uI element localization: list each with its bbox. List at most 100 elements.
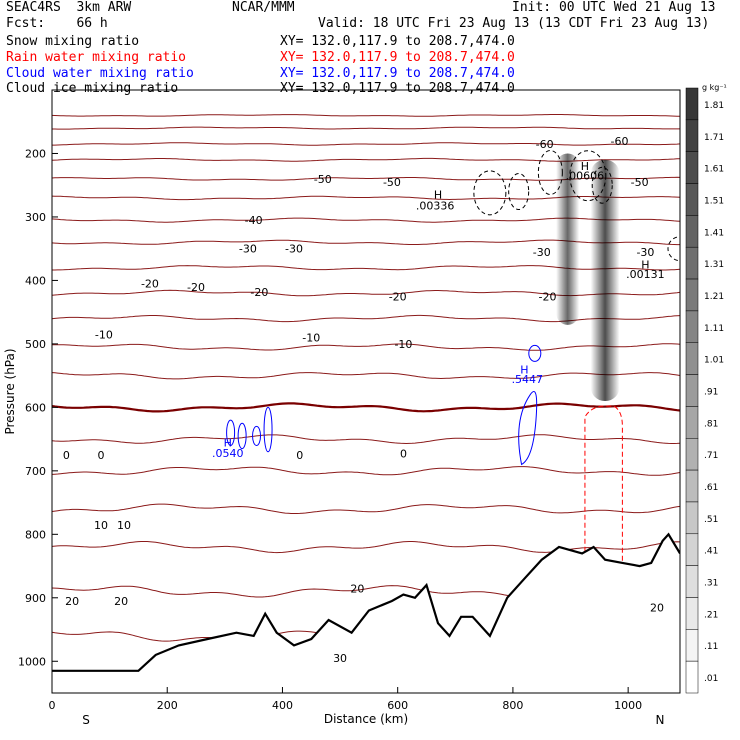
field-cloudwater-xy: XY= 132.0,117.9 to 208.7,474.0 <box>280 66 515 81</box>
isotherm-label: -30 <box>636 246 654 259</box>
isotherm-label: -20 <box>250 286 268 299</box>
snow-shading-column <box>590 159 620 402</box>
isotherm-label: 0 <box>97 449 104 462</box>
colorbar-segment <box>685 278 699 312</box>
feature-label: H <box>641 259 649 272</box>
field-rain-xy: XY= 132.0,117.9 to 208.7,474.0 <box>280 50 515 65</box>
isotherm-line <box>52 434 680 445</box>
isotherm-label: -50 <box>631 176 649 189</box>
north-label: N <box>656 713 665 727</box>
colorbar-segment <box>685 629 699 662</box>
isotherm-label: -30 <box>533 246 551 259</box>
isotherm-label: -20 <box>389 290 407 303</box>
colorbar-label: .01 <box>704 674 718 684</box>
colorbar-label: 1.71 <box>704 133 724 143</box>
colorbar-segment <box>685 151 699 184</box>
field-rain-name: Rain water mixing ratio <box>6 50 187 65</box>
x-axis-label: Distance (km) <box>324 712 408 726</box>
colorbar-label: .51 <box>704 515 718 525</box>
colorbar-label: 1.31 <box>704 260 724 270</box>
feature-label: .00131 <box>626 268 665 281</box>
header-model: SEAC4RS 3km ARW <box>6 0 132 15</box>
isotherm-label: -60 <box>536 138 554 151</box>
isotherm-label: -30 <box>239 243 257 256</box>
colorbar-segment <box>685 342 699 375</box>
colorbar-label: 1.81 <box>704 101 724 111</box>
field-cloudice-xy: XY= 132.0,117.9 to 208.7,474.0 <box>280 81 515 96</box>
colorbar-label: .71 <box>704 451 718 461</box>
colorbar-segment <box>685 660 699 694</box>
isotherm-label: -10 <box>302 332 320 345</box>
cloud-ice-contour <box>569 150 607 202</box>
colorbar-segment <box>685 215 699 248</box>
colorbar-label: .31 <box>704 579 718 589</box>
isotherm-label: 10 <box>94 519 108 532</box>
isotherm-label: 0 <box>63 449 70 462</box>
snow-shading-column <box>556 153 580 325</box>
isotherm-label: -60 <box>611 135 629 148</box>
x-tick-label: 200 <box>157 699 178 712</box>
cloud-water-contour <box>528 344 542 362</box>
isotherm-line <box>52 314 680 323</box>
colorbar-segment <box>685 119 699 152</box>
colorbar-segment <box>685 374 699 407</box>
header-valid: Valid: 18 UTC Fri 23 Aug 13 (13 CDT Fri … <box>318 16 710 31</box>
field-snow-name: Snow mixing ratio <box>6 34 140 49</box>
feature-label: .0540 <box>212 447 244 460</box>
x-tick-label: 600 <box>387 699 408 712</box>
cloud-water-contour <box>518 391 538 466</box>
isotherm-line <box>52 126 680 130</box>
y-tick-label: 300 <box>25 211 46 224</box>
x-tick-label: 0 <box>49 699 56 712</box>
colorbar-label: 1.61 <box>704 165 724 175</box>
cloud-ice-contour <box>537 150 563 196</box>
y-tick-label: 200 <box>25 147 46 160</box>
isotherm-line <box>52 541 680 554</box>
colorbar-label: .11 <box>704 642 718 652</box>
colorbar-label: .41 <box>704 547 718 557</box>
y-tick-label: 1000 <box>18 655 46 668</box>
colorbar-segment <box>685 87 699 121</box>
field-cloudice-name: Cloud ice mixing ratio <box>6 81 179 96</box>
cloud-water-contour <box>263 406 273 453</box>
colorbar-segment <box>685 469 699 503</box>
rain-contour <box>584 405 623 567</box>
isotherm-line <box>52 343 680 351</box>
y-tick-label: 700 <box>25 465 46 478</box>
isotherm-line <box>52 239 680 246</box>
cloud-ice-contour <box>591 166 613 204</box>
isotherm-label: 20 <box>350 582 364 595</box>
feature-label: H <box>224 436 232 449</box>
isotherm-label: -30 <box>285 243 303 256</box>
south-label: S <box>82 713 90 727</box>
cloud-ice-contour <box>667 236 680 262</box>
isotherm-label: 0 <box>400 448 407 461</box>
isotherm-line <box>52 142 680 146</box>
colorbar-segment <box>685 533 699 566</box>
isotherm-line <box>52 217 680 223</box>
isotherm-label: -10 <box>95 328 113 341</box>
colorbar-label: 1.51 <box>704 196 724 206</box>
isotherm-line <box>52 372 680 380</box>
header-init: Init: 00 UTC Wed 21 Aug 13 <box>512 0 716 15</box>
colorbar-segment <box>685 438 699 471</box>
y-tick-label: 500 <box>25 338 46 351</box>
colorbar-segment <box>685 310 699 343</box>
colorbar-label: .81 <box>704 419 718 429</box>
isotherm-label: -50 <box>314 173 332 186</box>
isotherm-line <box>52 289 680 297</box>
y-axis-label: Pressure (hPa) <box>3 348 17 434</box>
y-tick-label: 400 <box>25 274 46 287</box>
colorbar-label: 1.41 <box>704 228 724 238</box>
isotherm-label: 20 <box>65 595 79 608</box>
y-tick-label: 800 <box>25 528 46 541</box>
terrain-line <box>52 532 680 672</box>
colorbar-label: 1.21 <box>704 292 724 302</box>
colorbar-label: .91 <box>704 388 718 398</box>
colorbar-label: 1.11 <box>704 324 724 334</box>
isotherm-label: 0 <box>296 449 303 462</box>
feature-label: .00336 <box>416 200 455 213</box>
isotherm-label: -20 <box>141 278 159 291</box>
y-tick-label: 900 <box>25 592 46 605</box>
isotherm-label: -50 <box>383 176 401 189</box>
